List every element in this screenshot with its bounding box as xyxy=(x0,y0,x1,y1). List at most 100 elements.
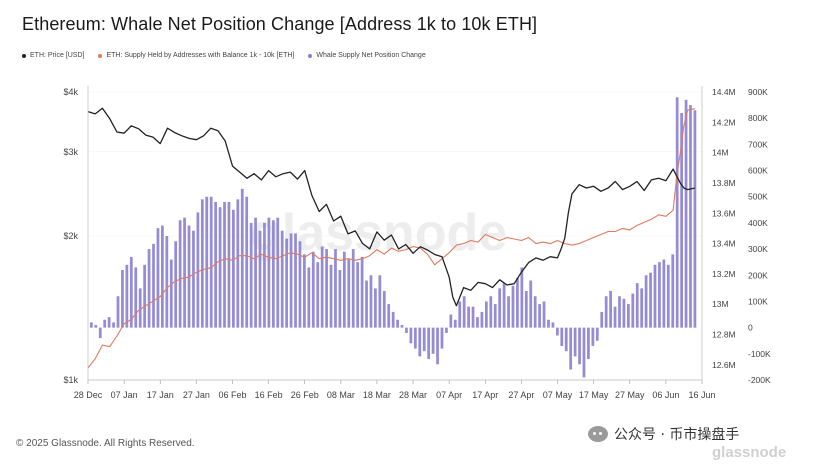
net-change-bar xyxy=(467,306,470,328)
net-change-bar xyxy=(325,249,328,328)
x-tick-label: 08 Mar xyxy=(327,390,355,400)
y-mid-tick-label: 12.8M xyxy=(712,330,736,340)
net-change-bar xyxy=(471,306,475,328)
net-change-bar xyxy=(374,288,377,328)
y-right-tick-label: 600K xyxy=(748,166,768,176)
y-right-tick-label: 100K xyxy=(748,296,768,306)
net-change-bar xyxy=(658,262,661,328)
net-change-bar xyxy=(107,317,111,328)
y-right-tick-label: 800K xyxy=(748,113,768,123)
y-mid-tick-label: 14.4M xyxy=(712,87,736,97)
net-change-bar xyxy=(311,251,315,328)
net-change-bar xyxy=(618,296,621,328)
x-tick-label: 27 May xyxy=(615,390,645,400)
net-change-bar xyxy=(582,327,586,378)
legend-label-price: ETH: Price [USD] xyxy=(30,52,85,59)
net-change-bar xyxy=(564,327,568,352)
legend-item-supply[interactable]: ETH: Supply Held by Addresses with Balan… xyxy=(98,52,294,59)
net-change-bar xyxy=(316,262,320,328)
net-change-bar xyxy=(334,249,337,328)
net-change-bar xyxy=(161,225,164,328)
x-tick-label: 06 Jun xyxy=(652,390,679,400)
net-change-bar xyxy=(524,290,528,328)
chart-plot: glassnode 28 Dec 07 Jan 17 Jan 27 Jan 06 Feb… xyxy=(63,86,771,400)
net-change-bar xyxy=(653,264,657,328)
net-change-bar xyxy=(560,327,564,346)
net-change-bar xyxy=(116,296,120,328)
net-change-bar xyxy=(484,301,488,328)
net-change-bar xyxy=(134,267,138,328)
y-mid-tick-label: 13.8M xyxy=(712,178,736,188)
y-right-tick-label: 0 xyxy=(748,323,753,333)
net-change-bar xyxy=(369,275,373,328)
net-change-bar xyxy=(192,230,195,328)
chart-legend: ETH: Price [USD] ETH: Supply Held by Add… xyxy=(22,52,426,59)
net-change-bar xyxy=(391,311,395,328)
copyright-text: © 2025 Glassnode. All Rights Reserved. xyxy=(16,438,195,449)
net-change-bar xyxy=(635,283,639,328)
x-tick-label: 07 Jan xyxy=(111,390,138,400)
net-change-bar xyxy=(360,256,364,328)
legend-dot-supply xyxy=(98,53,103,58)
wechat-label: 公众号 · 币市操盘手 xyxy=(614,427,740,443)
net-change-bar xyxy=(689,105,692,328)
net-change-bar xyxy=(396,319,399,328)
net-change-bar xyxy=(338,270,342,328)
net-change-bar xyxy=(453,319,457,328)
net-change-bar xyxy=(347,259,351,328)
net-change-bar xyxy=(365,280,368,328)
legend-label-net-change: Whale Supply Net Position Change xyxy=(316,52,426,59)
x-tick-label: 06 Feb xyxy=(218,390,246,400)
net-change-bar xyxy=(622,298,626,328)
net-change-bar xyxy=(529,280,533,328)
x-tick-label: 26 Feb xyxy=(291,390,319,400)
net-change-bar xyxy=(440,327,444,349)
net-change-bar xyxy=(240,188,244,328)
net-change-bar xyxy=(609,290,612,328)
axes: 28 Dec 07 Jan 17 Jan 27 Jan 06 Feb 16 Feb 26 F… xyxy=(63,86,771,400)
net-change-bar xyxy=(112,322,115,328)
net-change-bar xyxy=(569,327,573,370)
y-left-tick-label: $3k xyxy=(63,147,78,157)
net-change-bar xyxy=(280,230,284,328)
net-change-bar xyxy=(183,217,186,328)
net-change-bar xyxy=(218,207,222,328)
price-line xyxy=(87,107,695,307)
y-left-tick-label: $4k xyxy=(63,87,78,97)
net-change-bar xyxy=(458,301,462,328)
bar-series xyxy=(90,97,697,378)
net-change-bar xyxy=(387,304,391,328)
y-mid-tick-label: 12.6M xyxy=(712,360,736,370)
y-mid-tick-label: 14M xyxy=(712,148,729,158)
net-change-bar xyxy=(98,327,102,339)
net-change-bar xyxy=(271,220,275,328)
net-change-bar xyxy=(427,327,431,360)
net-change-bar xyxy=(520,267,524,328)
x-tick-label: 17 May xyxy=(579,390,609,400)
net-change-bar xyxy=(276,217,280,328)
x-tick-label: 16 Feb xyxy=(255,390,283,400)
y-mid-tick-label: 13.4M xyxy=(712,239,736,249)
wechat-icon xyxy=(588,426,608,442)
net-change-bar xyxy=(538,304,541,328)
y-right-tick-label: 700K xyxy=(748,139,768,149)
net-change-bar xyxy=(307,267,311,328)
net-change-bar xyxy=(431,327,435,354)
y-right-tick-label: 200K xyxy=(748,270,768,280)
net-change-bar xyxy=(507,296,510,328)
net-change-bar xyxy=(298,241,302,328)
net-change-bar xyxy=(578,327,581,365)
legend-item-net-change[interactable]: Whale Supply Net Position Change xyxy=(308,52,426,59)
net-change-bar xyxy=(613,306,617,328)
net-change-bar xyxy=(662,259,666,328)
net-change-bar xyxy=(178,220,182,328)
y-left-tick-label: $1k xyxy=(63,375,78,385)
net-change-bar xyxy=(573,327,577,357)
net-change-bar xyxy=(640,288,644,328)
net-change-bar xyxy=(684,99,688,328)
net-change-bar xyxy=(254,217,257,328)
net-change-bar xyxy=(413,327,417,349)
net-change-bar xyxy=(258,230,262,328)
net-change-bar xyxy=(329,264,333,328)
legend-item-price[interactable]: ETH: Price [USD] xyxy=(22,52,84,59)
